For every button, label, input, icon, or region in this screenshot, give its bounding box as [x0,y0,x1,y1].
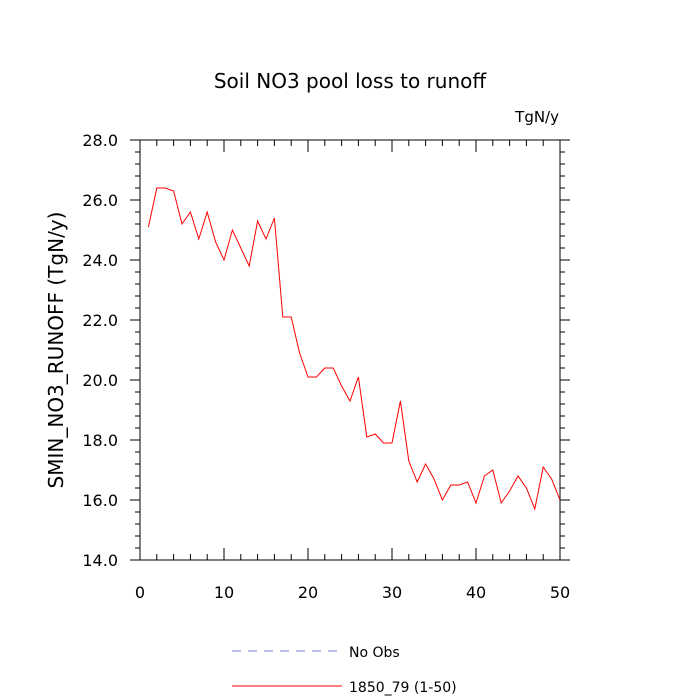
y-tick-label: 14.0 [82,551,118,570]
x-tick-label: 0 [135,583,145,602]
y-tick-label: 28.0 [82,131,118,150]
y-tick-label: 26.0 [82,191,118,210]
chart-title: Soil NO3 pool loss to runoff [214,69,488,93]
y-tick-label: 22.0 [82,311,118,330]
y-tick-labels: 14.0 16.0 18.0 20.0 22.0 24.0 26.0 28.0 [82,131,118,570]
series-line-1850-79 [147,187,561,511]
units-label: TgN/y [514,108,559,126]
x-tick-label: 40 [466,583,486,602]
x-tick-label: 30 [382,583,402,602]
series-group [147,187,561,511]
legend-label-1850-79: 1850_79 (1-50) [349,680,457,696]
y-axis-label: SMIN_NO3_RUNOFF (TgN/y) [44,212,68,489]
legend: No Obs 1850_79 (1-50) [232,645,457,696]
y-tick-label: 18.0 [82,431,118,450]
x-tick-label: 10 [214,583,234,602]
plot-frame [139,139,561,561]
axis-ticks [130,139,570,561]
y-tick-label: 16.0 [82,491,118,510]
x-tick-label: 50 [550,583,570,602]
x-tick-labels: 0 10 20 30 40 50 [135,583,570,602]
y-tick-label: 24.0 [82,251,118,270]
y-tick-label: 20.0 [82,371,118,390]
x-tick-label: 20 [298,583,318,602]
legend-label-no-obs: No Obs [349,645,400,661]
